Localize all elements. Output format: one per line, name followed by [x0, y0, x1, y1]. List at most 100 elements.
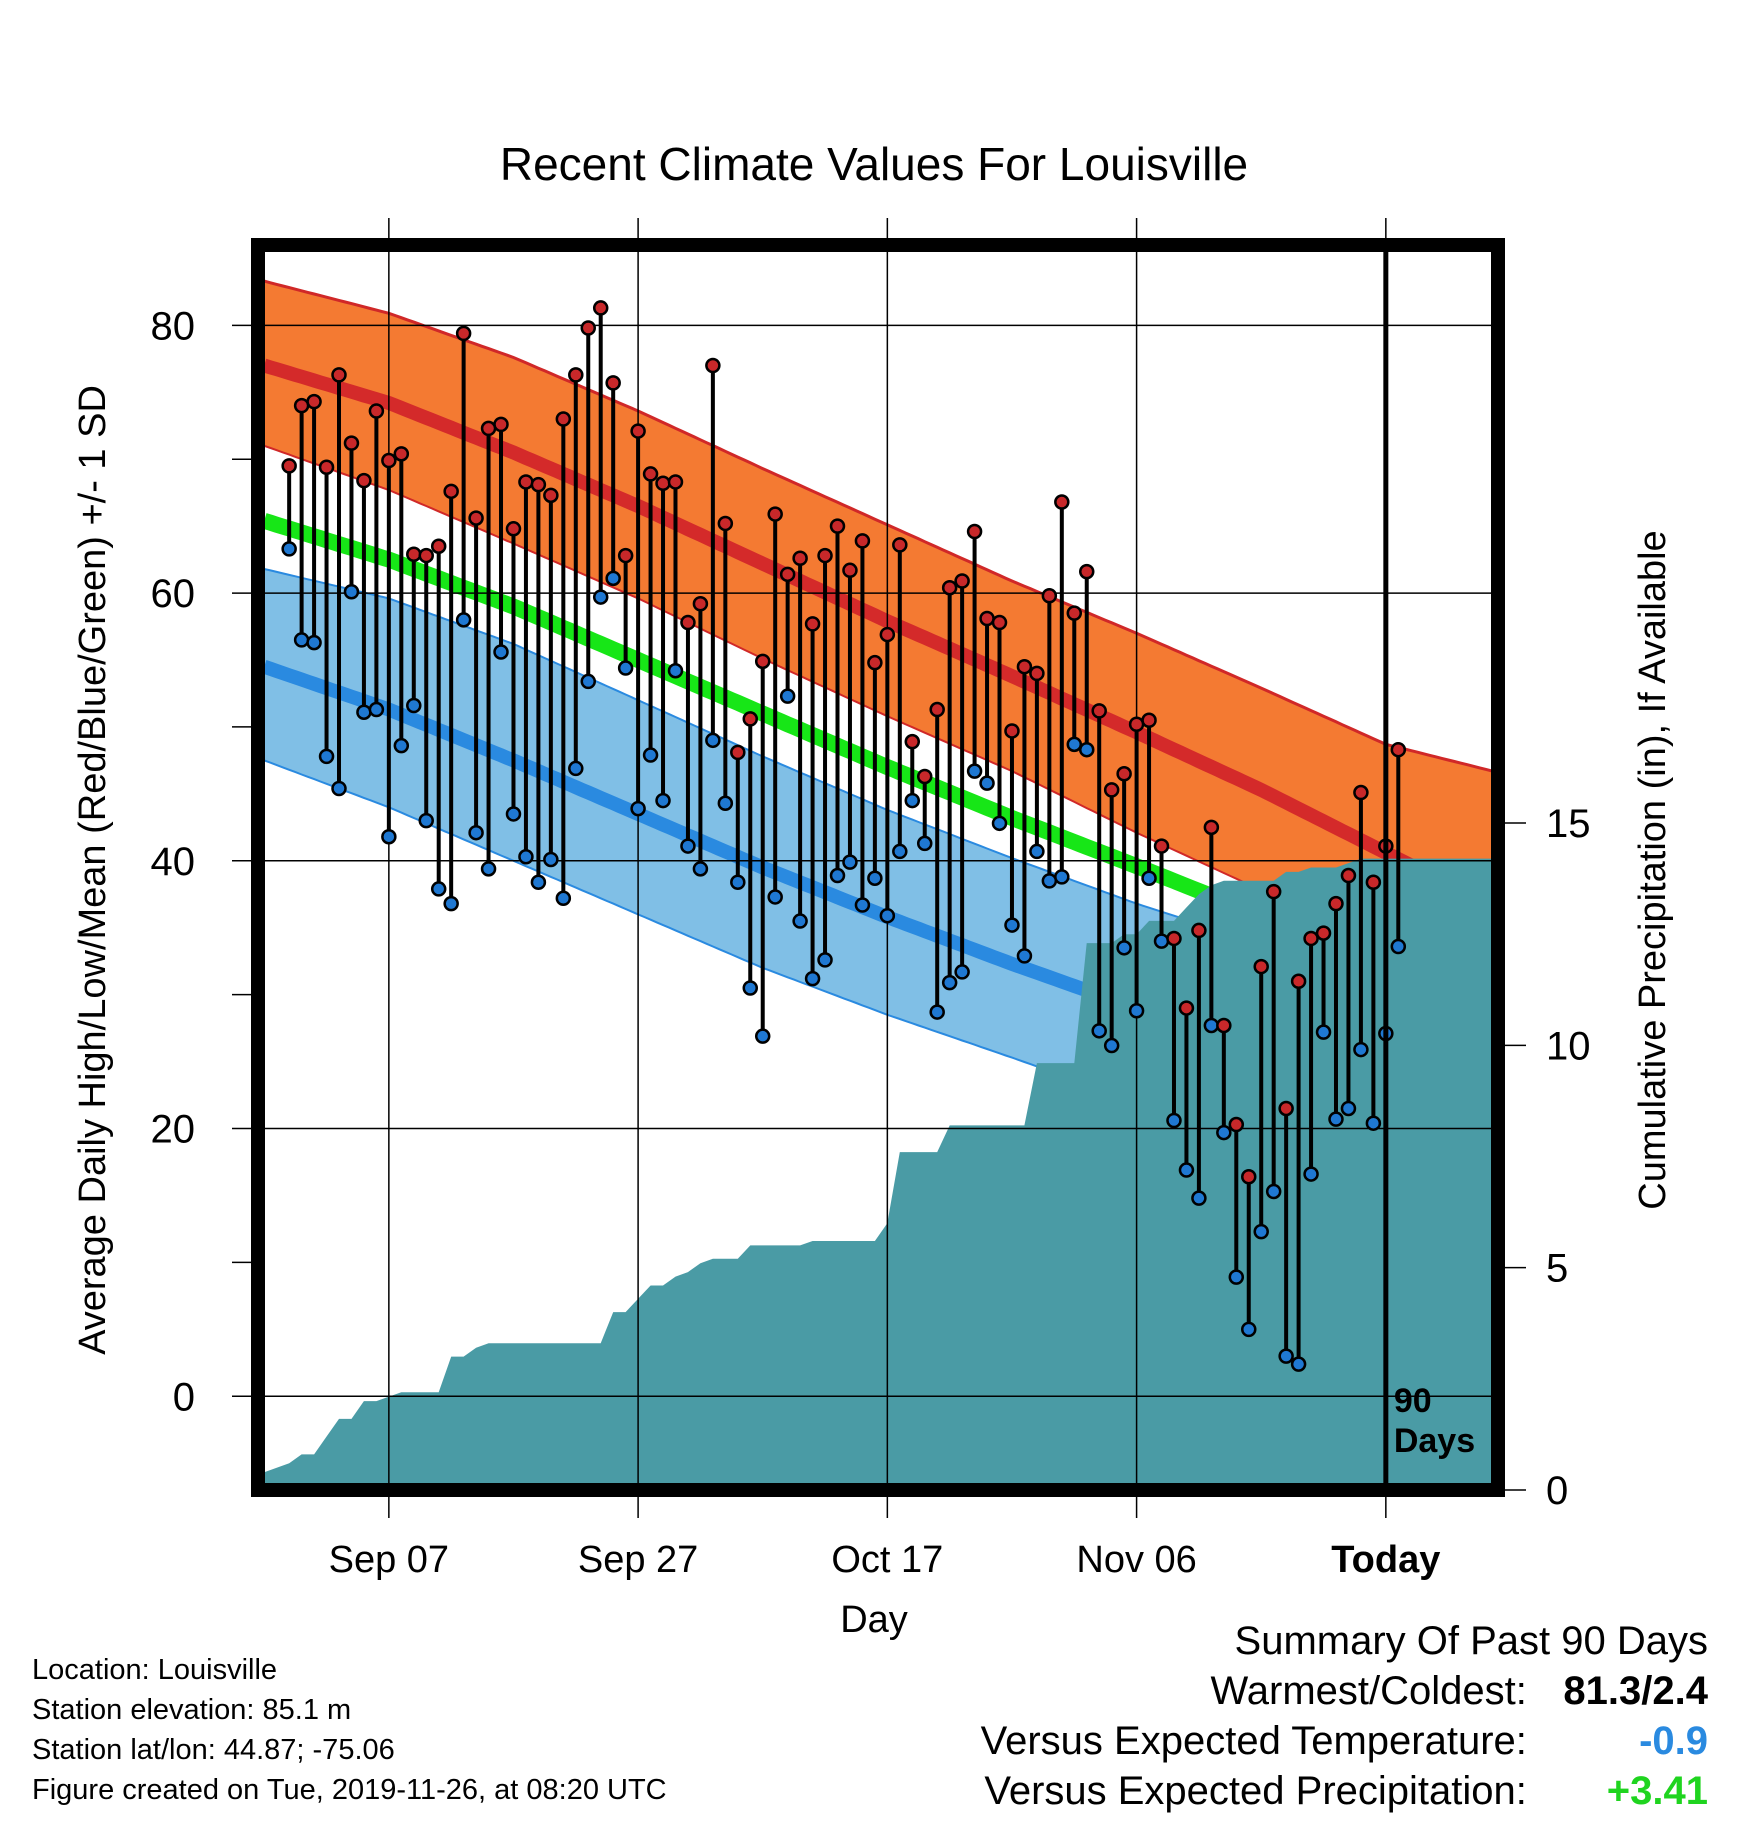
daily-low-point [1340, 1100, 1357, 1117]
daily-high-point [1216, 1017, 1232, 1034]
daily-low-point [842, 854, 858, 870]
daily-low-point [480, 861, 497, 877]
daily-low-point [1141, 870, 1157, 886]
daily-high-point [991, 614, 1008, 631]
daily-low-point [1328, 1111, 1344, 1127]
daily-high-point [742, 711, 759, 727]
daily-high-point [518, 474, 534, 490]
daily-low-point [817, 952, 833, 968]
x-tick-label: Today [1331, 1539, 1440, 1581]
daily-low-point [804, 970, 821, 987]
y-axis-label-right: Cumulative Precipitation (in), If Availa… [1632, 530, 1674, 1209]
precipitation-area [264, 858, 1499, 1490]
daily-low-point [555, 890, 572, 907]
daily-low-point [829, 867, 846, 884]
daily-low-point [680, 838, 696, 854]
daily-high-point [867, 654, 883, 671]
daily-high-point [630, 423, 646, 439]
daily-low-point [331, 780, 347, 797]
daily-high-point [331, 367, 347, 383]
daily-low-point [1016, 948, 1033, 964]
daily-high-point [954, 573, 970, 589]
daily-low-point [1203, 1017, 1220, 1034]
high-upper-line [263, 279, 1499, 774]
daily-high-point [555, 411, 572, 427]
daily-low-point [916, 835, 933, 852]
daily-low-point [1315, 1024, 1332, 1040]
daily-high-point [655, 475, 671, 492]
daily-low-point [892, 843, 908, 860]
daily-high-point [1054, 494, 1070, 510]
daily-high-point [692, 596, 709, 612]
daily-high-point [406, 546, 422, 562]
daily-low-point [1253, 1223, 1269, 1240]
daily-low-point [630, 800, 646, 817]
daily-high-point [443, 483, 459, 500]
daily-low-point [455, 612, 472, 628]
daily-high-point [892, 537, 908, 553]
daily-high-point [804, 616, 821, 632]
warmest-value: 81.3/2.4 [1563, 1669, 1708, 1713]
temp-value: -0.9 [1639, 1719, 1708, 1763]
daily-high-point [1328, 895, 1344, 912]
daily-high-point [779, 566, 796, 583]
summary-temp-row: Versus Expected Temperature: -0.9 [981, 1716, 1708, 1766]
climate-chart: Recent Climate Values For Louisville 90 D… [72, 138, 1674, 1640]
daily-low-point [979, 775, 995, 791]
daily-low-point [655, 792, 671, 809]
daily-low-point [281, 541, 297, 557]
daily-high-point [1203, 819, 1220, 836]
daily-high-point [617, 547, 634, 564]
daily-low-point [904, 792, 921, 809]
daily-low-point [991, 815, 1008, 832]
daily-low-point [867, 870, 883, 886]
daily-low-point [518, 849, 534, 865]
plot-frame [251, 238, 1505, 1497]
y-tick-label-right: 10 [1546, 1024, 1591, 1068]
daily-low-point [1191, 1190, 1207, 1206]
daily-high-point [1265, 883, 1282, 900]
daily-high-point [730, 744, 746, 761]
daily-high-point [1116, 766, 1132, 782]
daily-high-point [792, 550, 808, 567]
daily-low-point [605, 570, 621, 587]
daily-low-point [530, 874, 547, 890]
daily-high-point [1340, 867, 1357, 884]
daily-high-point [1178, 1000, 1195, 1016]
temp-label: Versus Expected Temperature: [980, 1719, 1527, 1763]
daily-high-point [1066, 605, 1083, 621]
daily-low-point [705, 732, 721, 749]
daily-low-point [1228, 1269, 1245, 1285]
daily-high-point [568, 367, 584, 383]
daily-low-point [754, 1028, 771, 1044]
daily-high-point [1278, 1100, 1294, 1117]
precip-value: +3.41 [1606, 1769, 1708, 1813]
daily-high-point [817, 547, 833, 564]
daily-high-point [505, 521, 522, 537]
summary-precip-row: Versus Expected Precipitation: +3.41 [981, 1766, 1708, 1816]
y-tick-label-left: 0 [173, 1375, 195, 1419]
daily-low-point [1054, 869, 1070, 885]
y-tick-label-left: 80 [151, 304, 196, 348]
daily-high-point [941, 579, 958, 596]
x-tick-label: Sep 07 [329, 1539, 449, 1581]
daily-high-point [480, 420, 497, 437]
daily-low-point [717, 795, 734, 811]
daily-high-point [1091, 703, 1107, 719]
daily-low-point [293, 632, 310, 648]
daily-high-point [966, 523, 983, 540]
daily-low-point [418, 812, 434, 829]
elevation-text: Station elevation: 85.1 m [32, 1694, 352, 1726]
daily-low-point [318, 748, 335, 765]
daily-high-point [667, 474, 684, 490]
location-text: Location: Louisville [32, 1654, 278, 1686]
y-tick-label-right: 5 [1546, 1247, 1568, 1291]
daily-low-point [1353, 1041, 1369, 1058]
daily-high-point [1303, 930, 1319, 947]
daily-low-point [1290, 1356, 1307, 1372]
daily-low-point [368, 701, 385, 718]
summary-heading: Summary Of Past 90 Days [1234, 1619, 1708, 1663]
daily-low-point [306, 634, 322, 651]
daily-low-point [543, 851, 559, 868]
today-days-label: 90 Days [1394, 1382, 1475, 1460]
